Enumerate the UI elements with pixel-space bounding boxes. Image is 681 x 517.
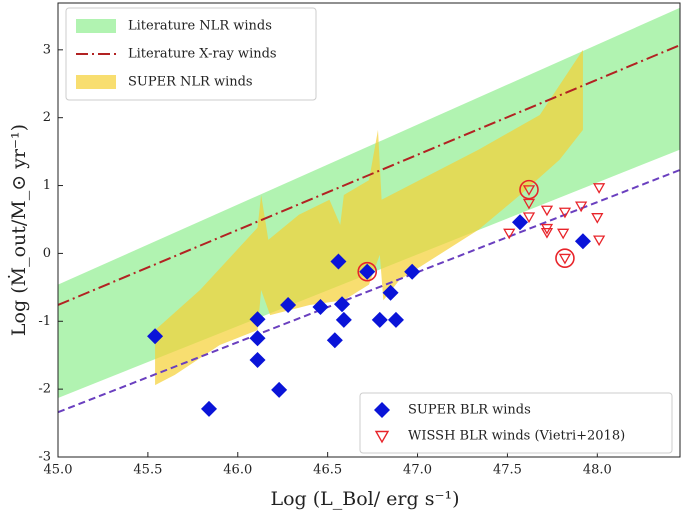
y-axis-label: Log (Ṁ_out/M_⊙ yr⁻¹) — [7, 124, 30, 336]
x-tick-label: 45.0 — [44, 463, 73, 478]
trend-line — [58, 44, 680, 306]
diamond-point — [201, 400, 218, 417]
x-axis-label: Log (L_Bol/ erg s⁻¹) — [270, 488, 459, 510]
y-tick-label: 0 — [43, 246, 51, 261]
diamond-point — [512, 214, 529, 231]
legend-label: WISSH BLR winds (Vietri+2018) — [408, 429, 625, 444]
x-tick-label: 47.5 — [493, 463, 522, 478]
triangle-point — [522, 198, 536, 210]
triangle-point — [558, 207, 572, 219]
diamond-point — [371, 311, 388, 328]
y-tick-label: -3 — [38, 450, 51, 465]
diamond-point — [249, 351, 266, 368]
legend-label: SUPER NLR winds — [128, 75, 253, 90]
diamond-point — [249, 311, 266, 328]
legend-swatch — [374, 402, 390, 418]
triangle-point — [592, 183, 606, 194]
band — [155, 49, 583, 386]
triangle-point — [592, 235, 606, 247]
triangle-point — [540, 205, 554, 217]
diamond-point — [404, 263, 421, 280]
diamond-point — [326, 332, 343, 349]
legend-label: Literature X-ray winds — [128, 47, 277, 62]
legend-label: Literature NLR winds — [128, 19, 272, 34]
triangle-point — [540, 227, 554, 239]
triangle-point — [522, 185, 536, 196]
diamond-point — [334, 296, 351, 313]
plot-area — [58, 7, 680, 417]
diamond-point — [359, 263, 376, 280]
legend-box — [359, 392, 673, 454]
diamond-point — [574, 233, 591, 250]
y-tick-label: 1 — [43, 178, 51, 193]
triangle-point — [557, 228, 570, 240]
x-tick-label: 48.0 — [583, 463, 612, 478]
y-tick-label: 2 — [43, 110, 51, 125]
x-tick-label: 46.0 — [223, 463, 252, 478]
legend-swatch — [374, 430, 390, 444]
diamond-point — [387, 311, 404, 328]
diamond-point — [147, 328, 164, 345]
y-tick-label: -2 — [38, 382, 51, 397]
diamond-point — [249, 330, 266, 347]
x-tick-label: 46.5 — [313, 463, 342, 478]
diamond-point — [280, 296, 297, 313]
legend-box — [65, 7, 317, 101]
x-tick-label: 45.5 — [133, 463, 162, 478]
plot-frame — [57, 2, 681, 458]
y-tick-label: -1 — [38, 314, 51, 329]
triangle-point — [522, 212, 536, 224]
legend-swatch — [76, 75, 116, 89]
diamond-point — [382, 284, 399, 301]
highlight-circle — [357, 261, 378, 282]
y-tick-label: 3 — [43, 42, 51, 57]
diamond-point — [271, 381, 288, 398]
triangle-point — [503, 228, 516, 240]
trend-line — [58, 169, 680, 414]
highlight-circle — [519, 179, 539, 200]
triangle-point — [591, 213, 604, 224]
diamond-point — [312, 299, 329, 316]
legend-swatch — [76, 19, 116, 33]
x-tick-label: 47.0 — [403, 463, 432, 478]
triangle-point — [558, 253, 572, 265]
diamond-point — [335, 311, 352, 328]
diamond-point — [330, 253, 347, 270]
triangle-point — [575, 201, 588, 213]
legend-label: SUPER BLR winds — [408, 403, 531, 418]
highlight-circle — [555, 248, 575, 268]
